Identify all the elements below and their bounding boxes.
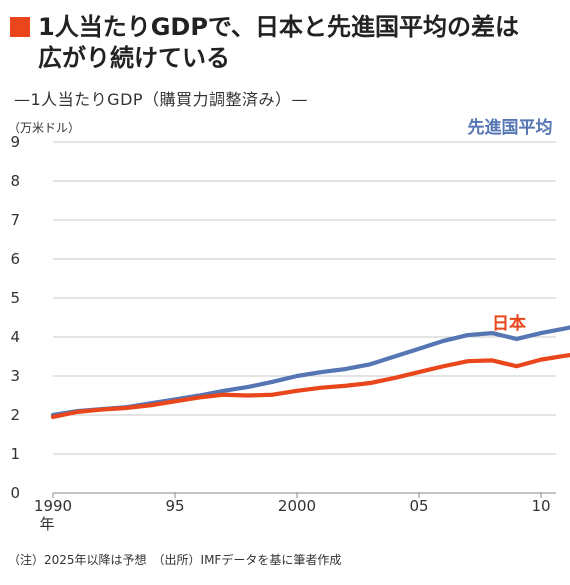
- y-tick-label: 4: [10, 328, 20, 346]
- y-tick-labels: 0 1 2 3 4 5 6 7 8 9: [10, 133, 20, 502]
- y-tick-label: 9: [10, 133, 20, 151]
- y-tick-label: 3: [10, 367, 20, 385]
- chart-title: 1人当たりGDPで、日本と先進国平均の差は 広がり続けている: [38, 12, 519, 74]
- source-note: （注）2025年以降は予想 （出所）IMFデータを基に筆者作成: [8, 553, 342, 567]
- series-line-japan: [50, 353, 570, 420]
- x-tick-labels: 1990年9520000510152025（予）: [34, 493, 551, 533]
- y-tick-label: 2: [10, 406, 20, 424]
- x-tick-label: 05: [409, 497, 428, 515]
- x-tick-label: 10: [531, 497, 550, 515]
- x-tick-label: 95: [165, 497, 184, 515]
- x-tick-label: 2000: [278, 497, 316, 515]
- y-tick-label: 5: [10, 289, 20, 307]
- y-tick-label: 6: [10, 250, 20, 268]
- title-marker: [10, 17, 30, 37]
- series-label-advanced-average: 先進国平均: [468, 117, 553, 138]
- y-axis-unit: （万米ドル）: [8, 121, 81, 135]
- y-tick-label: 0: [10, 484, 20, 502]
- chart-subtitle: —1人当たりGDP（購買力調整済み）—: [14, 90, 309, 109]
- title-line-1: 1人当たりGDPで、日本と先進国平均の差は: [38, 13, 519, 41]
- title-block: 1人当たりGDPで、日本と先進国平均の差は 広がり続けている: [10, 12, 562, 74]
- series-lines: [50, 325, 570, 420]
- series-line-advanced-average: [50, 325, 570, 418]
- y-tick-label: 8: [10, 172, 20, 190]
- title-line-2: 広がり続けている: [38, 44, 230, 72]
- series-label-japan: 日本: [492, 313, 526, 334]
- x-tick-sublabel: 年: [39, 515, 54, 533]
- x-tick-label: 1990: [34, 497, 72, 515]
- title-row: 1人当たりGDPで、日本と先進国平均の差は 広がり続けている: [10, 12, 562, 74]
- y-tick-label: 1: [10, 445, 20, 463]
- y-tick-label: 7: [10, 211, 20, 229]
- grid-lines: [53, 141, 556, 494]
